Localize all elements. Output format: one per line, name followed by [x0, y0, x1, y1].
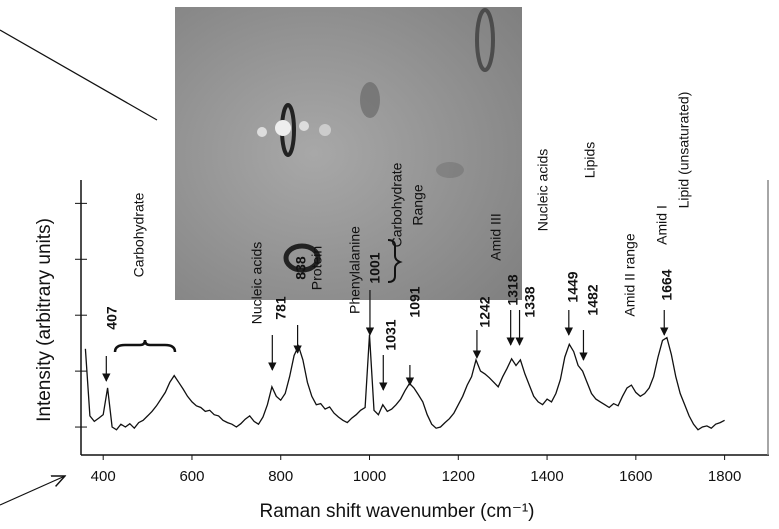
- annotation: Amid I: [654, 205, 670, 245]
- peak-label: 781: [273, 296, 289, 320]
- y-axis-label: Intensity (arbitrary units): [34, 218, 55, 422]
- peak-label: 1242: [477, 296, 493, 327]
- annotation: Amid III: [488, 213, 504, 260]
- x-tick-label: 600: [179, 468, 204, 485]
- annotation: Range: [410, 184, 426, 225]
- peak-label: 1001: [367, 252, 383, 283]
- peak-label: 1664: [659, 269, 675, 300]
- x-tick-label: 1600: [619, 468, 652, 485]
- annotation: Amid II range: [622, 233, 638, 316]
- brace: [387, 239, 403, 283]
- peak-label: 838: [293, 256, 309, 280]
- x-tick-label: 1800: [708, 468, 741, 485]
- annotation: Nucleic acids: [535, 149, 551, 231]
- pointer-arrow: [0, 476, 65, 506]
- micrograph-inset: [175, 7, 522, 300]
- annotation: Nucleic acids: [249, 242, 265, 324]
- x-tick-label: 400: [91, 468, 116, 485]
- brace: [113, 339, 177, 353]
- peak-label: 1091: [407, 286, 423, 317]
- pointer-line: [0, 29, 158, 121]
- annotation: Carbohydrate: [131, 192, 147, 277]
- annotation: Carbohydrate: [389, 162, 405, 247]
- peak-label: 1318: [505, 274, 521, 305]
- peak-label: 1031: [383, 319, 399, 350]
- annotation: Phenylalanine: [347, 226, 363, 314]
- x-tick-label: 1000: [353, 468, 386, 485]
- annotation: Lipid (unsaturated): [676, 92, 692, 209]
- peak-label: 407: [104, 306, 120, 330]
- spectrum-line: [84, 334, 725, 431]
- peak-label: 1338: [522, 286, 538, 317]
- peak-label: 1449: [565, 271, 581, 302]
- x-tick-label: 1200: [442, 468, 475, 485]
- x-tick-label: 1400: [530, 468, 563, 485]
- peak-label: 1482: [585, 284, 601, 315]
- x-axis-label: Raman shift wavenumber (cm⁻¹): [259, 501, 534, 522]
- x-tick-label: 800: [268, 468, 293, 485]
- annotation: Lipids: [582, 142, 598, 179]
- annotation: Protein: [309, 246, 325, 290]
